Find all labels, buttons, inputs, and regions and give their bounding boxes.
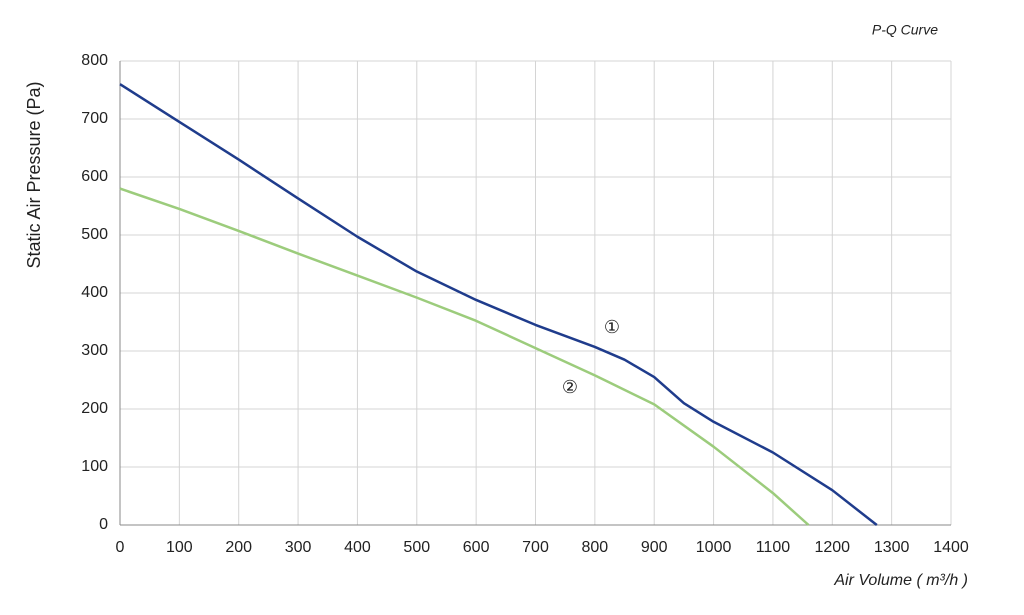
chart-title: P-Q Curve <box>872 22 938 38</box>
x-tick-label: 1400 <box>933 539 969 556</box>
y-tick-label: 300 <box>81 342 108 359</box>
y-tick-label: 800 <box>81 52 108 69</box>
x-tick-label: 700 <box>522 539 549 556</box>
x-tick-label: 1300 <box>874 539 910 556</box>
x-tick-label: 1200 <box>814 539 850 556</box>
x-tick-label: 400 <box>344 539 371 556</box>
x-tick-label: 900 <box>641 539 668 556</box>
x-tick-label: 1000 <box>696 539 732 556</box>
y-tick-label: 500 <box>81 226 108 243</box>
y-tick-label: 100 <box>81 458 108 475</box>
x-tick-label: 300 <box>285 539 312 556</box>
x-tick-label: 200 <box>225 539 252 556</box>
series-label: ② <box>562 377 578 397</box>
x-axis-label: Air Volume ( m³/h ) <box>833 572 968 589</box>
series-line <box>119 83 878 526</box>
x-tick-label: 500 <box>403 539 430 556</box>
x-tick-label: 0 <box>116 539 125 556</box>
series-label: ① <box>604 317 620 337</box>
y-tick-label: 200 <box>81 400 108 417</box>
x-tick-label: 1100 <box>756 539 791 556</box>
x-tick-label: 600 <box>463 539 490 556</box>
x-tick-label: 800 <box>582 539 609 556</box>
x-tick-label: 100 <box>166 539 193 556</box>
y-axis-label: Static Air Pressure (Pa) <box>24 81 44 268</box>
y-tick-label: 0 <box>99 516 108 533</box>
series-line <box>119 187 810 526</box>
y-tick-label: 400 <box>81 284 108 301</box>
y-tick-label: 600 <box>81 168 108 185</box>
y-tick-label: 700 <box>81 110 108 127</box>
